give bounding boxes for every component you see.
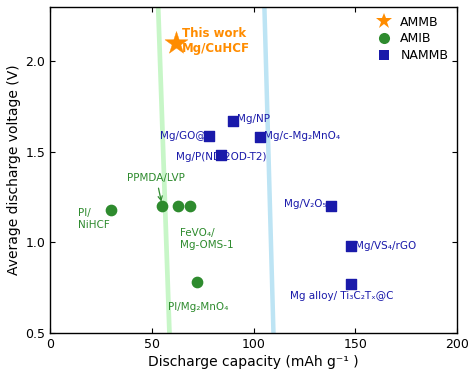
Text: This work
Mg/CuHCF: This work Mg/CuHCF xyxy=(182,27,250,55)
Point xyxy=(217,153,225,159)
Point xyxy=(158,203,166,209)
Ellipse shape xyxy=(98,0,234,376)
Text: Mg/NP: Mg/NP xyxy=(237,114,270,124)
Text: Mg/V₂O₅: Mg/V₂O₅ xyxy=(284,199,327,209)
Point xyxy=(256,134,263,140)
X-axis label: Discharge capacity (mAh g⁻¹ ): Discharge capacity (mAh g⁻¹ ) xyxy=(148,355,359,369)
Text: Mg/GO@V: Mg/GO@V xyxy=(160,130,213,141)
Ellipse shape xyxy=(159,0,381,376)
Point xyxy=(347,281,355,287)
Point xyxy=(327,203,335,209)
Text: Mg/P(NDI2OD-T2): Mg/P(NDI2OD-T2) xyxy=(176,152,267,162)
Text: Pl/
NiHCF: Pl/ NiHCF xyxy=(79,208,110,230)
Y-axis label: Average discharge voltage (V): Average discharge voltage (V) xyxy=(7,65,21,275)
Text: Pl/Mg₂MnO₄: Pl/Mg₂MnO₄ xyxy=(168,302,228,312)
Point xyxy=(174,203,182,209)
Point xyxy=(229,118,237,124)
Text: Mg/c-Mg₂MnO₄: Mg/c-Mg₂MnO₄ xyxy=(264,130,340,141)
Point xyxy=(187,203,194,209)
Legend: AMMB, AMIB, NAMMB: AMMB, AMIB, NAMMB xyxy=(369,13,451,65)
Point xyxy=(205,133,213,139)
Point xyxy=(347,243,355,249)
Text: FeVO₄/
Mg-OMS-1: FeVO₄/ Mg-OMS-1 xyxy=(180,228,234,250)
Point xyxy=(107,207,115,213)
Point xyxy=(193,279,200,285)
Point xyxy=(172,40,180,46)
Text: Mg/VS₄/rGO: Mg/VS₄/rGO xyxy=(355,241,416,251)
Text: Mg alloy/ Ti₃C₂Tₓ@C: Mg alloy/ Ti₃C₂Tₓ@C xyxy=(290,291,394,301)
Text: PPMDA/LVP: PPMDA/LVP xyxy=(127,173,185,200)
